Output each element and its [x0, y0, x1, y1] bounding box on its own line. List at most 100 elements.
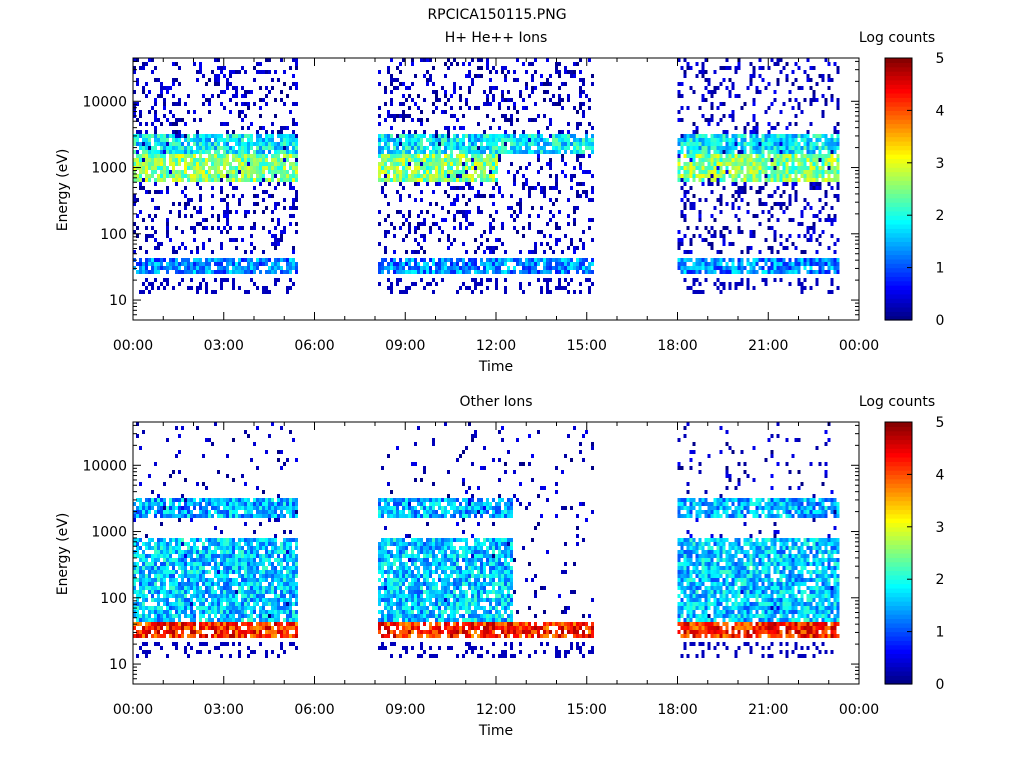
heatmap-cell: [178, 542, 181, 546]
heatmap-cell: [717, 286, 720, 290]
heatmap-cell: [247, 138, 250, 142]
heatmap-cell: [247, 266, 250, 270]
heatmap-cell: [292, 150, 295, 154]
heatmap-cell: [175, 158, 178, 162]
heatmap-cell: [486, 114, 489, 118]
heatmap-cell: [217, 66, 220, 70]
heatmap-cell: [480, 262, 483, 266]
heatmap-cell: [510, 118, 513, 122]
heatmap-cell: [190, 502, 193, 506]
heatmap-cell: [151, 590, 154, 594]
heatmap-cell: [540, 82, 543, 86]
heatmap-cell: [489, 278, 492, 282]
heatmap-cell: [468, 178, 471, 182]
heatmap-cell: [142, 562, 145, 566]
heatmap-cell: [157, 286, 160, 290]
heatmap-cell: [825, 146, 828, 150]
heatmap-cell: [160, 554, 163, 558]
heatmap-cell: [426, 82, 429, 86]
heatmap-cell: [753, 258, 756, 262]
heatmap-cell: [813, 262, 816, 266]
heatmap-cell: [172, 630, 175, 634]
heatmap-cell: [151, 106, 154, 110]
heatmap-cell: [280, 142, 283, 146]
heatmap-cell: [699, 266, 702, 270]
heatmap-cell: [579, 262, 582, 266]
heatmap-cell: [705, 70, 708, 74]
heatmap-cell: [184, 170, 187, 174]
heatmap-cell: [420, 158, 423, 162]
heatmap-cell: [522, 234, 525, 238]
heatmap-cell: [229, 162, 232, 166]
heatmap-cell: [546, 162, 549, 166]
heatmap-cell: [166, 282, 169, 286]
heatmap-cell: [235, 94, 238, 98]
heatmap-cell: [681, 142, 684, 146]
heatmap-cell: [390, 78, 393, 82]
heatmap-cell: [202, 246, 205, 250]
heatmap-cell: [699, 146, 702, 150]
heatmap-cell: [729, 266, 732, 270]
heatmap-cell: [492, 118, 495, 122]
heatmap-cell: [771, 146, 774, 150]
heatmap-cell: [238, 162, 241, 166]
heatmap-cell: [178, 506, 181, 510]
heatmap-cell: [169, 590, 172, 594]
heatmap-cell: [579, 78, 582, 82]
heatmap-cell: [432, 66, 435, 70]
heatmap-cell: [277, 158, 280, 162]
heatmap-cell: [232, 70, 235, 74]
heatmap-cell: [432, 90, 435, 94]
heatmap-cell: [459, 170, 462, 174]
heatmap-cell: [783, 134, 786, 138]
heatmap-cell: [277, 218, 280, 222]
heatmap-cell: [495, 70, 498, 74]
heatmap-cell: [729, 142, 732, 146]
heatmap-cell: [558, 94, 561, 98]
heatmap-cell: [193, 614, 196, 618]
heatmap-cell: [513, 174, 516, 178]
heatmap-cell: [292, 134, 295, 138]
heatmap-cell: [214, 290, 217, 294]
heatmap-cell: [181, 634, 184, 638]
heatmap-cell: [175, 154, 178, 158]
heatmap-cell: [441, 206, 444, 210]
heatmap-cell: [801, 134, 804, 138]
heatmap-cell: [798, 134, 801, 138]
heatmap-cell: [190, 546, 193, 550]
heatmap-cell: [399, 138, 402, 142]
heatmap-cell: [798, 278, 801, 282]
heatmap-cell: [738, 190, 741, 194]
heatmap-cell: [555, 226, 558, 230]
heatmap-cell: [184, 166, 187, 170]
heatmap-cell: [295, 150, 298, 154]
heatmap-cell: [771, 150, 774, 154]
heatmap-cell: [774, 126, 777, 130]
heatmap-cell: [286, 142, 289, 146]
heatmap-cell: [142, 282, 145, 286]
heatmap-cell: [163, 258, 166, 262]
heatmap-cell: [513, 70, 516, 74]
heatmap-cell: [582, 102, 585, 106]
heatmap-cell: [537, 114, 540, 118]
heatmap-cell: [283, 170, 286, 174]
heatmap-cell: [543, 234, 546, 238]
heatmap-cell: [166, 270, 169, 274]
heatmap-cell: [489, 246, 492, 250]
heatmap-cell: [175, 562, 178, 566]
heatmap-cell: [735, 270, 738, 274]
heatmap-cell: [678, 154, 681, 158]
heatmap-cell: [696, 266, 699, 270]
heatmap-cell: [432, 162, 435, 166]
heatmap-cell: [456, 194, 459, 198]
heatmap-cell: [163, 582, 166, 586]
heatmap-cell: [169, 134, 172, 138]
heatmap-cell: [435, 94, 438, 98]
heatmap-cell: [507, 90, 510, 94]
heatmap-cell: [193, 546, 196, 550]
heatmap-cell: [522, 134, 525, 138]
heatmap-cell: [444, 174, 447, 178]
heatmap-cell: [798, 146, 801, 150]
heatmap-cell: [738, 142, 741, 146]
heatmap-cell: [480, 210, 483, 214]
